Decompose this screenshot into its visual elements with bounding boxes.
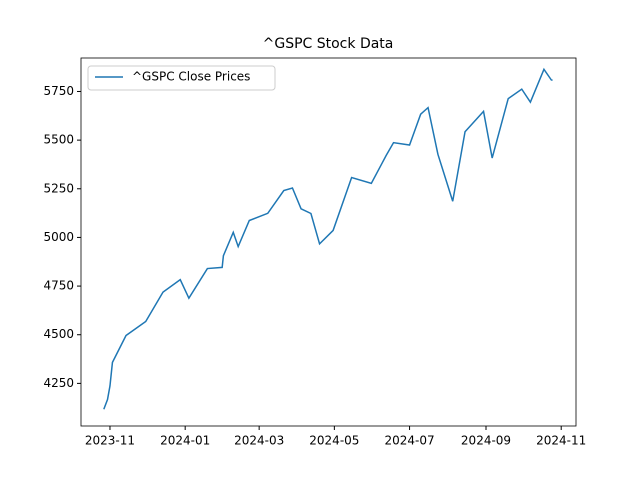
x-tick-label: 2023-11 — [85, 434, 135, 448]
y-tick-label: 5250 — [43, 181, 74, 195]
x-tick-label: 2024-03 — [234, 434, 284, 448]
x-tick-label: 2024-11 — [536, 434, 586, 448]
x-tick-label: 2024-07 — [384, 434, 434, 448]
chart-title: ^GSPC Stock Data — [263, 36, 394, 52]
y-tick-label: 4750 — [43, 279, 74, 293]
x-tick-label: 2024-09 — [461, 434, 511, 448]
y-tick-label: 4250 — [43, 376, 74, 390]
y-tick-label: 5500 — [43, 133, 74, 147]
price-line — [103, 67, 553, 410]
x-tick-label: 2024-05 — [309, 434, 359, 448]
y-tick-label: 5750 — [43, 84, 74, 98]
y-tick-label: 5000 — [43, 230, 74, 244]
plot-frame — [80, 57, 577, 427]
y-tick-label: 4500 — [43, 327, 74, 341]
legend: ^GSPC Close Prices — [87, 65, 276, 91]
legend-label: ^GSPC Close Prices — [132, 70, 250, 84]
legend-frame — [87, 65, 276, 91]
x-tick-label: 2024-01 — [160, 434, 210, 448]
